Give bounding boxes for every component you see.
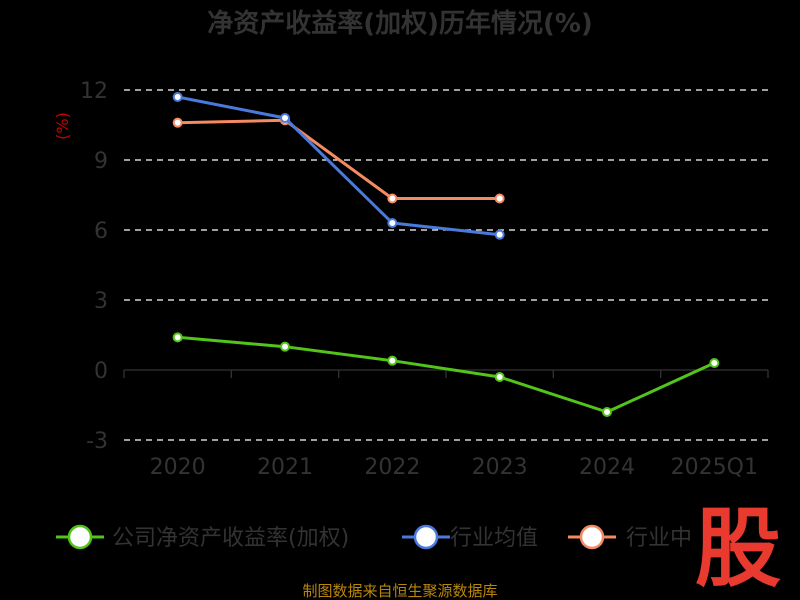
series-line-2	[177, 118, 500, 200]
legend-marker	[413, 524, 439, 550]
legend-marker	[67, 524, 93, 550]
x-tick-label: 2023	[472, 455, 528, 480]
data-point	[602, 407, 612, 417]
y-tick-label: 9	[94, 149, 108, 174]
data-point	[280, 341, 290, 352]
data-point	[387, 218, 398, 228]
data-source-note: 制图数据来自恒生聚源数据库	[302, 582, 497, 600]
logo-text: 股	[695, 499, 781, 599]
y-axis-label: (%)	[53, 112, 72, 140]
data-point	[494, 372, 505, 382]
data-point	[494, 193, 505, 204]
y-tick-label: 6	[94, 219, 108, 244]
x-tick-label: 2024	[579, 455, 635, 480]
x-tick-label: 2021	[257, 455, 313, 480]
y-tick-label: -3	[86, 429, 108, 454]
x-axis	[123, 369, 769, 378]
chart-title: 净资产收益率(加权)历年情况(%)	[207, 8, 593, 39]
y-tick-label: 3	[94, 289, 108, 314]
x-tick-label: 2022	[364, 455, 420, 480]
series-layer	[172, 92, 720, 417]
y-tick-label: 0	[94, 359, 108, 384]
data-point	[172, 332, 183, 343]
legend: 公司净资产收益率(加权) 行业均值 行业中	[56, 524, 692, 551]
data-point	[387, 355, 398, 366]
data-point	[172, 117, 183, 128]
legend-label: 公司净资产收益率(加权)	[112, 526, 349, 551]
series-line-1	[177, 95, 500, 237]
legend-marker	[579, 524, 605, 550]
logo-watermark: 股	[695, 499, 781, 599]
legend-label: 行业中	[626, 526, 692, 551]
data-point	[172, 92, 183, 102]
data-point	[494, 229, 505, 240]
series-line-0	[177, 335, 715, 414]
data-point	[387, 193, 398, 204]
gridlines	[124, 89, 768, 441]
y-tick-labels: 12 9 6 3 0 -3	[80, 79, 108, 454]
x-tick-label: 2020	[150, 455, 206, 480]
y-tick-label: 12	[80, 79, 108, 104]
legend-label: 行业均值	[450, 526, 538, 551]
x-tick-label: 2025Q1	[671, 455, 758, 480]
data-point	[709, 358, 720, 368]
x-tick-labels: 2020 2021 2022 2023 2024 2025Q1	[150, 455, 758, 480]
data-point	[280, 113, 290, 123]
